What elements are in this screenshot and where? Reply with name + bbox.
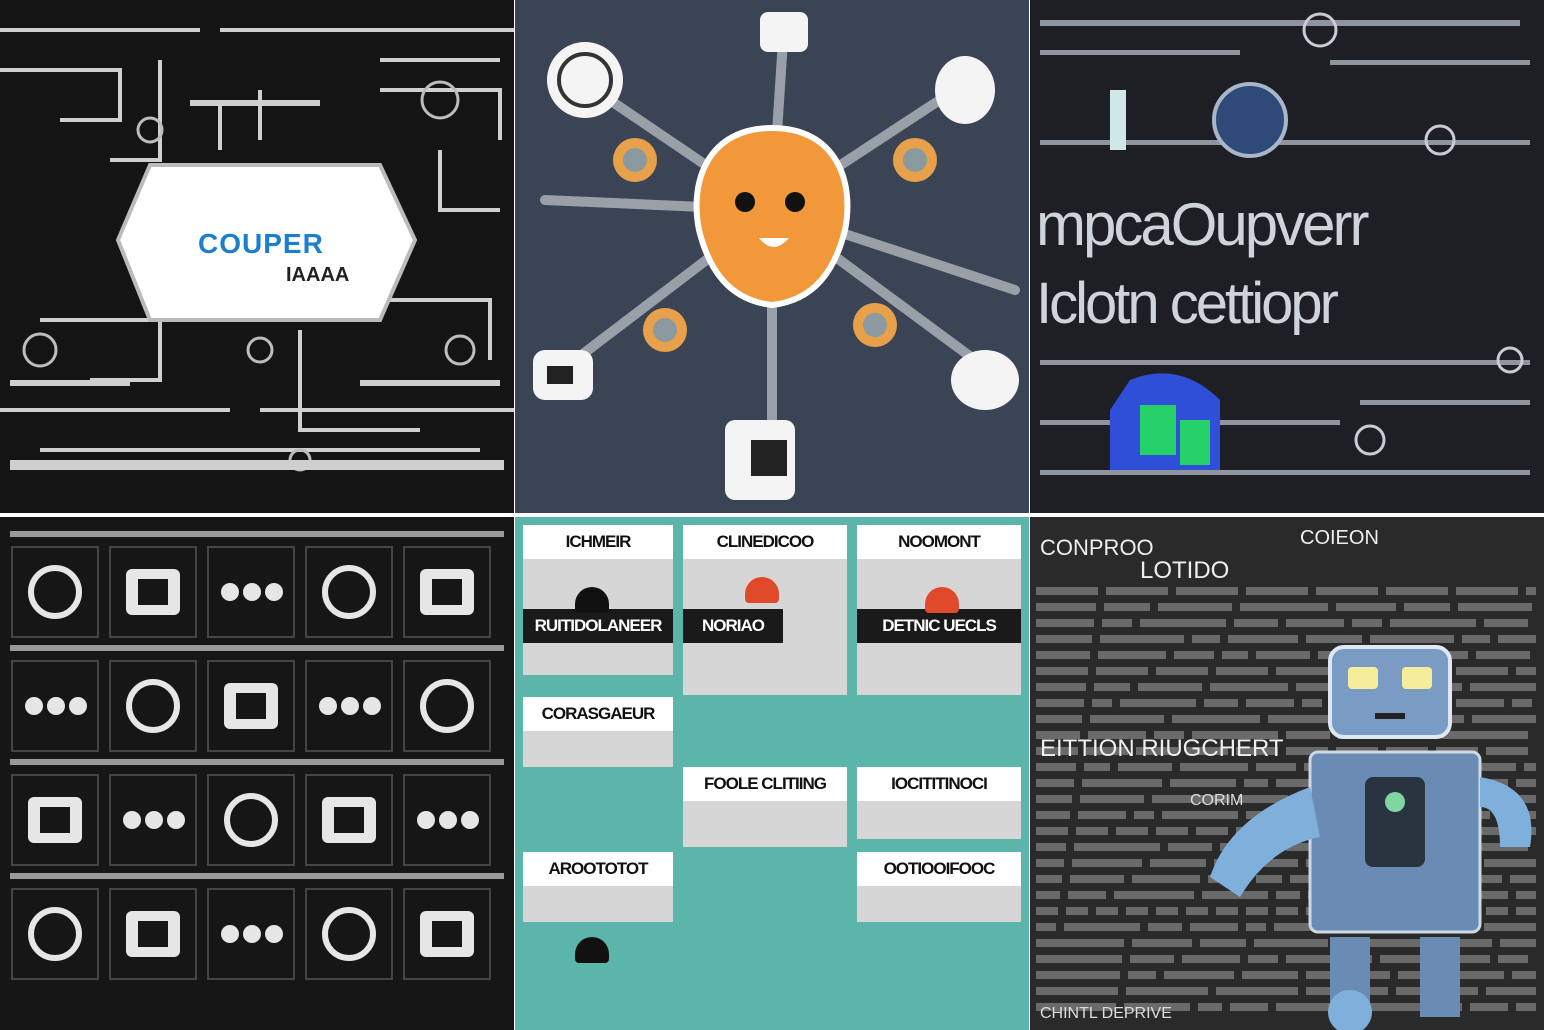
grid-icon	[305, 774, 393, 866]
tile-circuit-headline: mpcaOupverr Iclotn cettiopr	[1030, 0, 1544, 513]
grid-icon	[109, 660, 197, 752]
collage-word-4: EITTION RIUGCHERT	[1040, 735, 1284, 762]
card-icon	[925, 587, 959, 613]
grid-icon	[109, 888, 197, 980]
card-label: DETNIC UECLS	[857, 609, 1021, 643]
face-network-graphic	[515, 0, 1029, 513]
card-label: FOOLE CLITIING	[683, 767, 847, 801]
card-body	[683, 801, 847, 847]
card-label: CORASGAEUR	[523, 697, 673, 731]
grid-icon	[11, 546, 99, 638]
card-label: ICHMEIR	[523, 525, 673, 559]
card-board: ICHMEIR CLINEDICOO NOOMONT RUITIDOLANEER NOR…	[515, 517, 1029, 1030]
tile-circuit-badge: COUPER IAAAA	[0, 0, 514, 513]
text-noise-graphic	[1030, 517, 1544, 1030]
card-label: AROOTOTOT	[523, 852, 673, 886]
grid-icon	[11, 774, 99, 866]
grid-icon	[403, 774, 491, 866]
collage-word-6: CHINTL DEPRIVE	[1040, 1005, 1172, 1022]
card-label: NORIAO	[683, 609, 783, 643]
card-label: IOCITITINOCI	[857, 767, 1021, 801]
grid-icon	[207, 774, 295, 866]
card-icon	[575, 937, 609, 963]
card-body	[857, 801, 1021, 839]
card-body	[523, 731, 673, 767]
tile-orange-face-network	[515, 0, 1029, 513]
collage-word-3: LOTIDO	[1140, 557, 1230, 584]
card-label: NOOMONT	[857, 525, 1021, 559]
card-body	[523, 886, 673, 922]
card-label: RUITIDOLANEER	[523, 609, 673, 643]
grid-icon	[11, 660, 99, 752]
grid-icon	[207, 546, 295, 638]
grid-icon	[207, 888, 295, 980]
grid-icon	[207, 660, 295, 752]
card-label: OOTIOOIFOOC	[857, 852, 1021, 886]
badge-subtitle: IAAAA	[286, 264, 350, 286]
card-icon	[745, 577, 779, 603]
headline-line-1: mpcaOupverr	[1036, 191, 1369, 258]
circuit-pattern-graphic	[0, 0, 514, 513]
tile-robot-text-collage: CONPROO COIEON LOTIDO EITTION RIUGCHERT …	[1030, 517, 1544, 1030]
grid-icon	[109, 546, 197, 638]
card-body	[857, 886, 1021, 922]
tile-icon-grid	[0, 517, 514, 1030]
collage-word-5: CORIM	[1190, 792, 1244, 809]
collage-word-2: COIEON	[1300, 527, 1379, 549]
grid-icon	[305, 660, 393, 752]
dense-circuit-graphic	[1030, 0, 1544, 513]
grid-icon	[403, 546, 491, 638]
grid-icon	[403, 660, 491, 752]
headline-line-2: Iclotn cettiopr	[1036, 271, 1339, 336]
badge-title: COUPER	[198, 228, 324, 259]
card-label: CLINEDICOO	[683, 525, 847, 559]
grid-icon	[109, 774, 197, 866]
grid-icon	[403, 888, 491, 980]
tile-card-board: ICHMEIR CLINEDICOO NOOMONT RUITIDOLANEER NOR…	[515, 517, 1029, 1030]
grid-icon	[305, 888, 393, 980]
card-icon	[575, 587, 609, 613]
icon-grid-graphic	[0, 517, 514, 1030]
collage-word-1: CONPROO	[1040, 535, 1154, 560]
grid-icon	[11, 888, 99, 980]
grid-icon	[305, 546, 393, 638]
